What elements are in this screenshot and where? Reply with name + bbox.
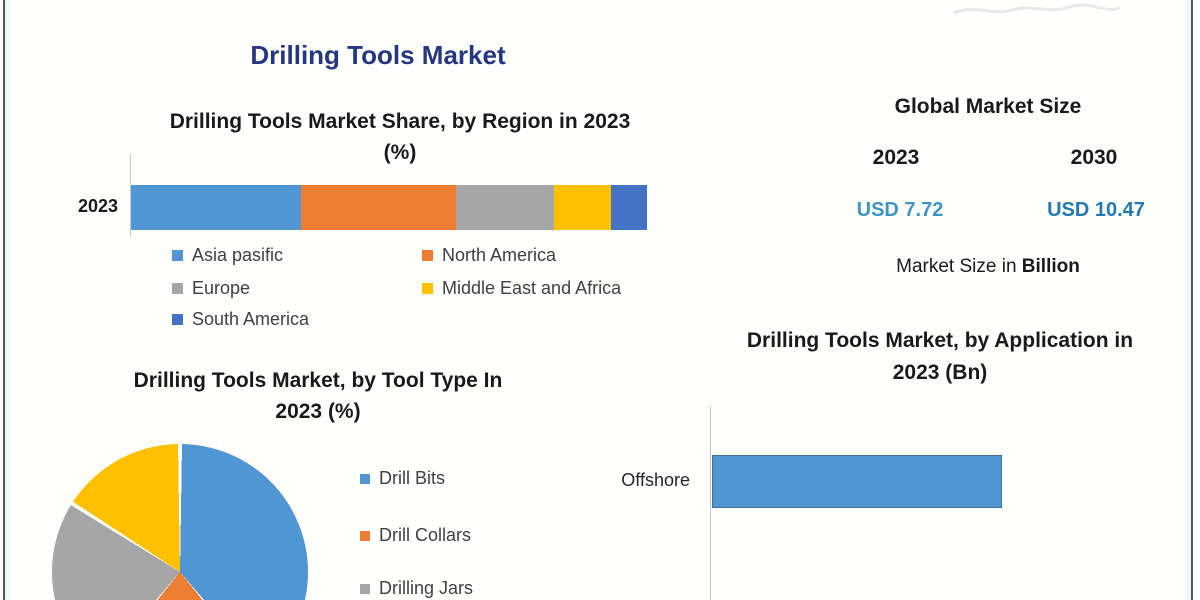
legend-swatch-south-america — [172, 314, 183, 325]
legend-swatch-middle-east-africa — [422, 283, 433, 294]
page-border-left — [3, 0, 5, 600]
region-chart-category-label: 2023 — [77, 196, 118, 216]
legend-item-asia-pacific: Asia pasific — [172, 245, 283, 266]
market-size-year-2023: 2023 — [872, 146, 920, 169]
legend-swatch-drilling-jars — [360, 583, 370, 594]
page-border-right-tint — [1183, 0, 1191, 600]
region-chart-title-line1: Drilling Tools Market Share, by Region i… — [169, 110, 631, 133]
offshore-bar — [712, 455, 1002, 508]
region-chart-y-axis — [130, 154, 131, 237]
legend-item-europe: Europe — [172, 278, 250, 299]
bar-segment-europe — [456, 185, 555, 230]
legend-label-north-america: North America — [442, 245, 557, 265]
application-chart-title-line1: Drilling Tools Market, by Application in — [746, 329, 1134, 352]
bar-segment-middle-east-and-africa — [554, 185, 611, 230]
legend-item-drill-bits: Drill Bits — [360, 468, 445, 489]
tool-type-pie — [52, 444, 308, 600]
legend-swatch-north-america — [422, 250, 433, 261]
application-chart-y-axis — [710, 406, 711, 600]
legend-label-europe: Europe — [192, 278, 251, 298]
watermark-squiggle — [953, 3, 1121, 15]
bar-segment-south-america — [610, 185, 647, 230]
region-chart-title: Drilling Tools Market Share, by Region i… — [120, 106, 680, 168]
legend-label-middle-east-africa: Middle East and Africa — [442, 278, 622, 298]
legend-swatch-europe — [172, 283, 183, 294]
legend-item-drilling-jars: Drilling Jars — [360, 578, 473, 599]
region-stacked-bar — [131, 185, 647, 230]
market-size-footnote-prefix: Market Size in — [896, 256, 1022, 277]
market-size-footnote: Market Size in Billion — [788, 256, 1188, 278]
pie-chart-title-line2: 2023 (%) — [275, 400, 361, 423]
market-size-value-2023: USD 7.72 — [856, 199, 944, 221]
bar-segment-asia-pasific — [131, 185, 302, 230]
page-border-left-tint — [5, 0, 13, 600]
legend-label-drill-bits: Drill Bits — [379, 468, 445, 488]
region-chart-title-line2: (%) — [383, 141, 417, 164]
pie-chart-title: Drilling Tools Market, by Tool Type In 2… — [58, 365, 578, 427]
application-category-offshore: Offshore — [621, 470, 690, 490]
legend-item-middle-east-africa: Middle East and Africa — [422, 278, 621, 299]
application-chart-title: Drilling Tools Market, by Application in… — [700, 325, 1180, 389]
legend-swatch-drill-bits — [360, 473, 370, 484]
page-title: Drilling Tools Market — [250, 40, 506, 70]
legend-label-drill-collars: Drill Collars — [379, 525, 472, 545]
legend-label-asia-pacific: Asia pasific — [192, 245, 284, 265]
legend-swatch-asia-pacific — [172, 250, 183, 261]
legend-item-north-america: North America — [422, 245, 556, 266]
legend-label-south-america: South America — [192, 309, 310, 329]
page-border-right — [1191, 0, 1193, 600]
market-size-footnote-unit: Billion — [1021, 256, 1080, 277]
legend-label-drilling-jars: Drilling Jars — [379, 578, 474, 598]
market-size-value-2030: USD 10.47 — [1047, 199, 1145, 221]
legend-item-drill-collars: Drill Collars — [360, 525, 471, 546]
market-size-year-2030: 2030 — [1070, 146, 1118, 169]
legend-item-south-america: South America — [172, 309, 309, 330]
application-chart-title-line2: 2023 (Bn) — [892, 361, 988, 384]
pie-chart-title-line1: Drilling Tools Market, by Tool Type In — [133, 369, 503, 392]
market-size-heading: Global Market Size — [894, 95, 1082, 118]
bar-segment-north-america — [301, 185, 457, 230]
legend-swatch-drill-collars — [360, 530, 370, 541]
